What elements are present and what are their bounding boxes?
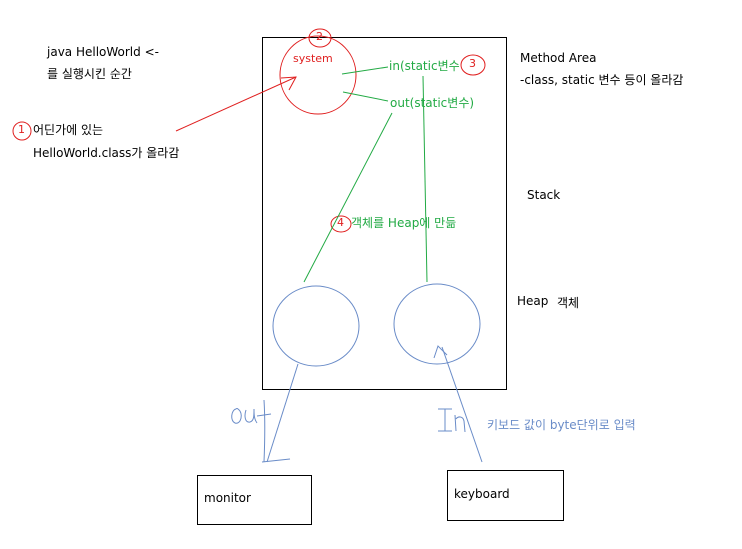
step-3-label: 3 [469, 57, 476, 70]
system-circle [279, 35, 357, 115]
method-area-box [262, 37, 507, 124]
load-arrow-line [175, 76, 297, 132]
heap-box [262, 253, 507, 390]
in-handwriting [438, 408, 466, 433]
keyboard-to-in-line [441, 346, 483, 463]
step-1-marker [12, 121, 32, 141]
out-static-label: out(static변수) [390, 96, 475, 110]
system-to-out-line [342, 91, 389, 102]
in-static-label: in(static변수 [389, 59, 460, 73]
keyboard-desc: 키보드 값이 byte단위로 입력 [487, 418, 636, 432]
stack-title: Stack [527, 188, 561, 202]
somewhere-note: 어딘가에 있는 [33, 123, 104, 137]
monitor-label: monitor [204, 491, 251, 505]
stack-box [262, 122, 507, 254]
load-arrow-head [280, 76, 297, 91]
system-label: system [293, 52, 333, 65]
heap-make-label: 객체를 Heap에 만듦 [351, 216, 457, 230]
step-1-label: 1 [18, 123, 25, 136]
out-handwriting [231, 399, 291, 463]
method-area-desc: -class, static 변수 등이 올라감 [520, 73, 684, 87]
step-4-label: 4 [337, 216, 344, 229]
step-2-marker [308, 28, 332, 48]
out-object-circle [272, 285, 360, 367]
class-loaded-note: HelloWorld.class가 올라감 [33, 146, 180, 160]
monitor-box [197, 475, 312, 525]
in-object-circle [393, 283, 481, 365]
keyboard-label: keyboard [454, 487, 510, 501]
java-command-note: java HelloWorld <- [47, 45, 159, 59]
run-moment-note: 를 실행시킨 순간 [47, 67, 132, 81]
step-2-label: 2 [316, 30, 323, 43]
step-3-marker [460, 54, 486, 76]
method-area-title: Method Area [520, 51, 597, 65]
in-to-heap-line [422, 75, 428, 283]
step-4-marker [330, 215, 352, 233]
system-to-in-line [341, 66, 389, 75]
out-to-heap-line [303, 112, 393, 283]
keyboard-box [447, 470, 564, 521]
keyboard-to-in-arrowhead [433, 345, 448, 359]
heap-title: Heap [517, 294, 549, 308]
out-to-monitor-line [266, 363, 299, 463]
heap-desc: 객체 [557, 296, 580, 310]
